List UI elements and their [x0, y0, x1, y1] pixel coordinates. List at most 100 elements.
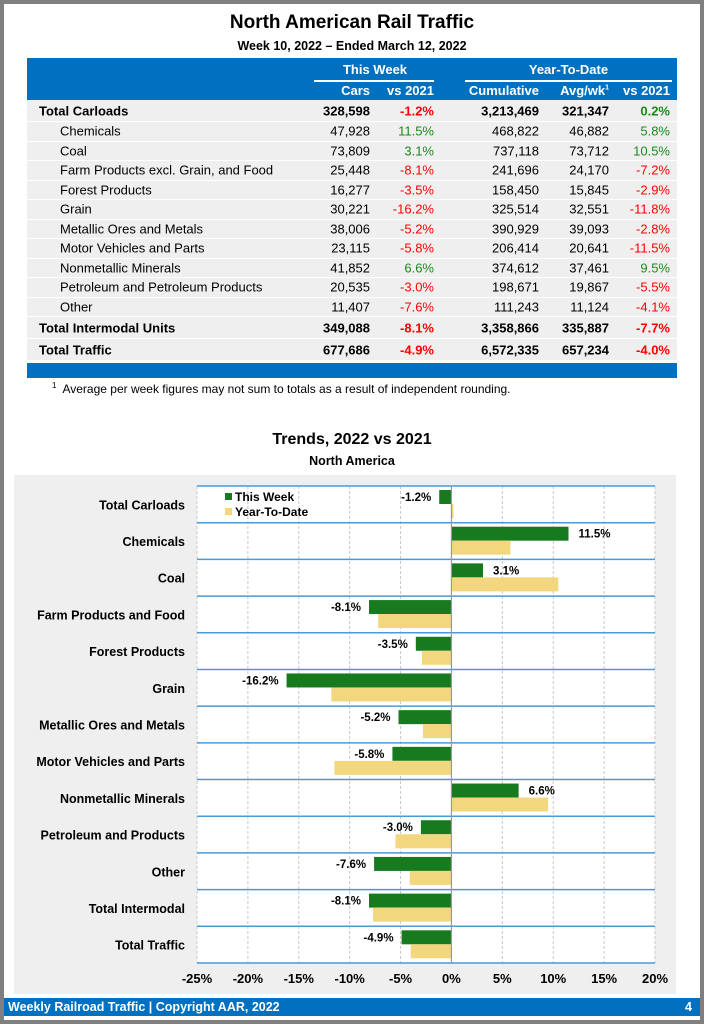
avg-week-value: 46,882: [569, 123, 609, 139]
cars-change: -1.2%: [400, 103, 434, 118]
ytd-change: -5.5%: [636, 279, 670, 295]
col-avg-sup: 1: [605, 84, 609, 92]
ytd-bar: [395, 834, 452, 849]
table-row: Nonmetallic Minerals 41,852 6.6% 374,612 37,…: [27, 258, 677, 278]
row-label: Nonmetallic Minerals: [60, 260, 181, 276]
cars-change: -3.5%: [400, 182, 434, 198]
category-label: Chemicals: [122, 535, 185, 549]
row-label: Farm Products excl. Grain, and Food: [60, 162, 274, 178]
row-label: Grain: [60, 201, 92, 217]
row-label: Petroleum and Petroleum Products: [60, 279, 263, 295]
table-row: Chemicals 47,928 11.5% 468,822 46,882 5.8%: [27, 122, 677, 142]
cars-value: 328,598: [323, 103, 370, 118]
footer-text: Weekly Railroad Traffic | Copyright AAR,…: [8, 1000, 280, 1014]
x-tick-label: -20%: [233, 971, 264, 986]
col-cars: Cars: [341, 83, 370, 98]
row-label: Total Intermodal Units: [39, 320, 176, 335]
col-vs-2021: vs 2021: [387, 83, 434, 98]
this-week-bar: [369, 893, 452, 908]
ytd-change: -7.7%: [636, 320, 670, 335]
table-row: Coal 73,809 3.1% 737,118 73,712 10.5%: [27, 141, 677, 161]
cumulative-value: 241,696: [492, 162, 539, 178]
category-label: Nonmetallic Minerals: [60, 792, 185, 806]
data-label: -5.2%: [360, 712, 390, 724]
data-label: 3.1%: [493, 565, 519, 577]
cumulative-value: 325,514: [492, 201, 539, 217]
avg-week-value: 24,170: [569, 162, 609, 178]
ytd-change: -4.0%: [636, 342, 670, 357]
x-tick-label: 15%: [591, 971, 617, 986]
this-week-bar: [439, 490, 452, 504]
category-label: Motor Vehicles and Parts: [36, 755, 185, 769]
divider: [314, 80, 434, 82]
cumulative-value: 390,929: [492, 221, 539, 237]
data-label: -8.1%: [331, 602, 361, 614]
cars-change: -3.0%: [400, 279, 434, 295]
cars-change: 11.5%: [398, 123, 434, 139]
cars-value: 349,088: [323, 320, 370, 335]
data-label: -16.2%: [242, 675, 278, 687]
table-row: Farm Products excl. Grain, and Food 25,44…: [27, 161, 677, 181]
ytd-bar: [409, 870, 452, 885]
traffic-table: This Week Year-To-Date Cars vs 2021 Cumu…: [27, 58, 677, 378]
ytd-change: -2.8%: [636, 221, 670, 237]
footnote-mark: 1: [52, 381, 57, 390]
this-week-bar: [415, 636, 452, 651]
category-label: Total Carloads: [99, 498, 185, 512]
legend-label: Year-To-Date: [235, 505, 308, 519]
ytd-bar: [451, 540, 511, 555]
ytd-bar: [334, 760, 452, 775]
cars-change: -7.6%: [400, 299, 434, 315]
ytd-bar: [421, 650, 452, 665]
data-label: 11.5%: [578, 529, 610, 541]
avg-week-value: 32,551: [569, 201, 609, 217]
cars-change: 6.6%: [404, 260, 434, 276]
ytd-change: -2.9%: [636, 182, 670, 198]
cumulative-value: 6,572,335: [481, 342, 539, 357]
table-row: Motor Vehicles and Parts 23,115 -5.8% 206,4…: [27, 239, 677, 259]
data-label: -4.9%: [364, 932, 394, 944]
row-label: Other: [60, 299, 93, 315]
category-label: Other: [152, 865, 185, 879]
table-header: This Week Year-To-Date Cars vs 2021 Cumu…: [27, 58, 677, 100]
avg-week-value: 39,093: [569, 221, 609, 237]
legend-swatch: [225, 508, 232, 515]
cars-value: 47,928: [330, 123, 370, 139]
ytd-change: -11.5%: [629, 240, 670, 256]
row-label: Total Carloads: [39, 103, 129, 118]
ytd-change: -7.2%: [636, 162, 670, 178]
table-row: Other 11,407 -7.6% 111,243 11,124 -4.1%: [27, 297, 677, 317]
cars-value: 73,809: [330, 143, 370, 159]
table-row: Total Traffic 677,686 -4.9% 6,572,335 657,23…: [27, 339, 677, 361]
ytd-change: -11.8%: [629, 201, 670, 217]
x-tick-label: 20%: [642, 971, 668, 986]
table-row: Total Carloads 328,598 -1.2% 3,213,469 321,3…: [27, 100, 677, 122]
this-week-bar: [401, 930, 452, 945]
row-label: Total Traffic: [39, 342, 112, 357]
table-row: Forest Products 16,277 -3.5% 158,450 15,845 -…: [27, 180, 677, 200]
x-tick-label: -15%: [284, 971, 315, 986]
footer: Weekly Railroad Traffic | Copyright AAR,…: [4, 998, 700, 1016]
ytd-bar: [451, 797, 549, 812]
cumulative-value: 111,243: [493, 299, 539, 315]
category-label: Total Traffic: [115, 939, 185, 953]
col-ytd-vs-2021: vs 2021: [623, 83, 670, 98]
cars-value: 25,448: [330, 162, 370, 178]
cars-change: -8.1%: [400, 320, 434, 335]
avg-week-value: 321,347: [562, 103, 609, 118]
cars-value: 677,686: [323, 342, 370, 357]
chart-title: Trends, 2022 vs 2021: [272, 431, 432, 448]
page-subtitle: Week 10, 2022 – Ended March 12, 2022: [237, 39, 467, 53]
row-label: Chemicals: [60, 123, 121, 139]
ytd-bar: [331, 687, 452, 702]
page: North American Rail Traffic Week 10, 202…: [4, 4, 700, 1020]
x-tick-label: -10%: [334, 971, 365, 986]
group-ytd: Year-To-Date: [528, 62, 609, 77]
cars-value: 23,115: [331, 240, 370, 256]
avg-week-value: 15,845: [569, 182, 609, 198]
row-label: Metallic Ores and Metals: [60, 221, 204, 237]
cumulative-value: 374,612: [492, 260, 539, 276]
cumulative-value: 3,213,469: [481, 103, 539, 118]
table-row: Total Intermodal Units 349,088 -8.1% 3,358,…: [27, 317, 677, 339]
cars-value: 30,221: [330, 201, 370, 217]
